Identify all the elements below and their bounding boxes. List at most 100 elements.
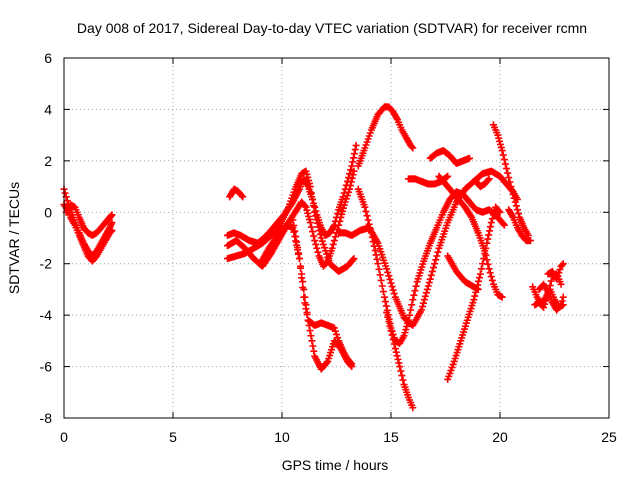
plot-frame <box>63 57 610 419</box>
data-point <box>486 223 494 231</box>
x-tick-label: 5 <box>169 429 177 445</box>
data-point <box>290 228 298 236</box>
y-tick-label: 6 <box>44 50 52 66</box>
data-point <box>512 202 520 210</box>
data-point <box>363 212 371 220</box>
data-point <box>349 256 357 264</box>
data-point <box>346 182 354 190</box>
data-point <box>346 170 354 178</box>
data-point <box>411 287 419 295</box>
data-point <box>482 244 490 252</box>
data-point <box>311 237 319 245</box>
series-arc-a3 <box>62 201 116 239</box>
data-point <box>323 359 331 367</box>
data-point <box>404 316 412 324</box>
series-arc-e3 <box>535 280 567 314</box>
data-point <box>467 212 475 220</box>
series-arc-c4 <box>383 309 417 412</box>
data-point <box>391 345 399 353</box>
data-point <box>495 207 503 215</box>
data-point <box>558 297 566 305</box>
data-marks <box>60 103 567 412</box>
data-point <box>542 297 550 305</box>
data-point <box>499 151 507 159</box>
data-point <box>372 251 380 259</box>
data-point <box>485 175 493 183</box>
tick-labels: 0 5 10 15 20 25 -8 -6 -4 -2 0 2 4 6 <box>40 50 617 445</box>
series-arc-d8 <box>472 175 493 191</box>
data-point <box>398 372 406 380</box>
data-point <box>334 334 342 342</box>
data-point <box>388 283 396 291</box>
data-point <box>426 275 434 283</box>
series-arc-d2 <box>426 147 473 167</box>
data-point <box>330 324 338 332</box>
series-arc-c1 <box>354 103 417 170</box>
data-point <box>312 212 320 220</box>
data-point <box>368 233 376 241</box>
data-point <box>393 352 401 360</box>
data-point <box>336 217 344 225</box>
data-point <box>487 273 495 281</box>
data-point <box>293 238 301 246</box>
y-tick-label: 2 <box>44 153 52 169</box>
data-point <box>481 249 489 257</box>
data-point <box>330 237 338 245</box>
data-point <box>63 197 71 205</box>
data-point <box>540 303 548 311</box>
y-tick-label: -4 <box>40 307 53 323</box>
data-point <box>390 340 398 348</box>
data-point <box>367 229 375 237</box>
data-point <box>558 261 566 269</box>
data-point <box>335 221 343 229</box>
data-point <box>365 220 373 228</box>
data-point <box>331 233 339 241</box>
data-point <box>392 348 400 356</box>
data-point <box>424 282 432 290</box>
data-point <box>295 249 303 257</box>
data-point <box>418 306 426 314</box>
data-point <box>311 208 319 216</box>
y-tick-label: 0 <box>44 204 52 220</box>
data-point <box>383 309 391 317</box>
data-point <box>423 285 431 293</box>
data-point <box>306 183 314 191</box>
data-point <box>350 255 358 263</box>
data-point <box>294 244 302 252</box>
data-point <box>484 176 492 184</box>
data-point <box>433 252 441 260</box>
data-point <box>310 232 318 240</box>
y-axis-label: SDTVAR / TECUs <box>6 182 22 294</box>
data-point <box>307 189 315 197</box>
data-point <box>310 347 318 355</box>
data-point <box>350 154 358 162</box>
x-tick-label: 10 <box>274 429 290 445</box>
data-point <box>386 275 394 283</box>
data-point <box>299 284 307 291</box>
data-point <box>389 286 397 294</box>
series-arc-b6 <box>289 216 356 368</box>
data-point <box>239 193 247 201</box>
data-point <box>351 146 359 154</box>
data-point <box>406 311 414 319</box>
data-point <box>390 290 398 298</box>
data-point <box>557 301 565 309</box>
data-point <box>348 162 356 170</box>
data-point <box>387 327 395 335</box>
data-point <box>409 144 417 152</box>
data-point <box>505 174 513 182</box>
data-point <box>432 256 440 264</box>
data-point <box>389 336 397 344</box>
data-point <box>418 303 426 311</box>
data-point <box>344 188 352 196</box>
data-point <box>341 198 349 206</box>
data-point <box>370 242 378 250</box>
data-point <box>309 342 317 350</box>
data-point <box>489 211 497 219</box>
data-point <box>298 274 306 282</box>
data-point <box>307 332 315 340</box>
data-point <box>553 275 561 283</box>
data-point <box>310 202 318 210</box>
data-point <box>313 244 321 252</box>
data-point <box>306 219 314 227</box>
